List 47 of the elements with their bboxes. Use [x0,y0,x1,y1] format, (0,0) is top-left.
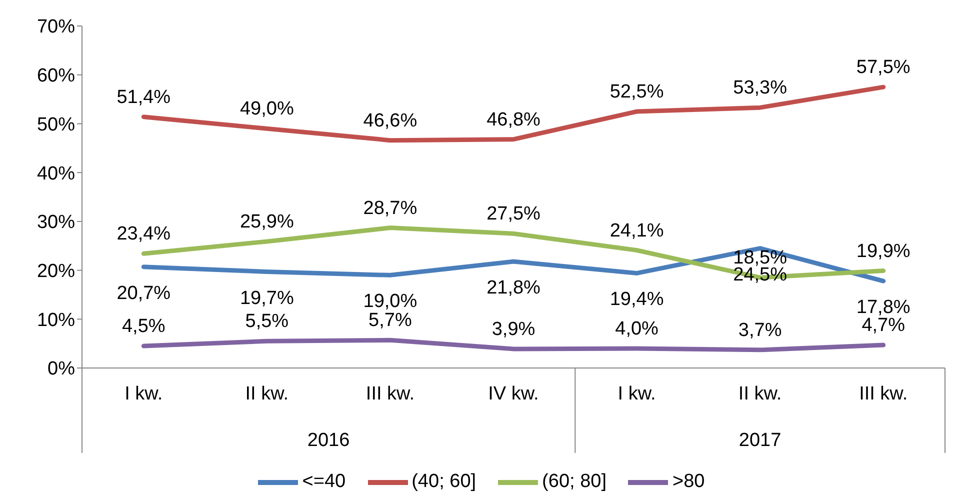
y-tick-label: 50% [36,114,76,136]
x-tick-label: II kw. [245,383,289,404]
data-label: 28,7% [363,198,418,219]
data-label: 53,3% [733,78,788,99]
data-label: 19,0% [363,291,418,312]
data-label: 46,6% [363,110,418,132]
data-label: 25,9% [240,211,294,232]
data-label: 5,7% [368,310,412,332]
data-label: 24,5% [733,264,788,286]
data-label: 3,7% [738,320,782,341]
y-tick-label: 60% [36,66,76,87]
x-tick-label: I kw. [124,383,163,404]
y-tick-label: 10% [36,310,76,331]
data-label: 5,5% [245,311,289,332]
data-label: 23,4% [116,224,171,245]
y-tick-label: 20% [36,261,76,282]
x-tick-label: IV kw. [488,383,539,404]
x-tick-label: III kw. [859,383,908,404]
data-label: 27,5% [486,204,541,225]
legend-label: (60; 80] [542,471,606,493]
line-series [141,338,886,352]
data-label: 4,5% [122,316,166,338]
y-tick-label: 0% [48,358,76,380]
legend-label: >80 [672,471,705,493]
data-label: 19,7% [240,288,294,309]
x-tick-label: I kw. [618,383,656,404]
y-tick-label: 40% [36,163,76,184]
data-label: 4,0% [615,318,659,340]
data-label: 49,0% [240,98,294,120]
legend-label: (40; 60] [412,471,476,493]
data-label: 57,5% [856,57,910,78]
data-label: 24,1% [610,220,664,242]
data-label: 19,4% [610,289,664,310]
y-tick-label: 70% [36,16,76,38]
y-tick-label: 30% [36,212,76,234]
data-label: 46,8% [486,109,541,130]
data-label: 3,9% [492,318,536,340]
x-tick-label: II kw. [738,383,782,404]
data-label: 51,4% [116,86,171,108]
text: 2017 [738,430,782,451]
legend-label: <=40 [302,471,346,493]
data-label: 19,9% [856,240,910,262]
data-label: 20,7% [116,282,171,304]
x-tick-label: III kw. [366,383,415,404]
data-label: 21,8% [486,277,541,298]
text: 2016 [307,430,350,451]
data-label: 52,5% [610,82,664,102]
